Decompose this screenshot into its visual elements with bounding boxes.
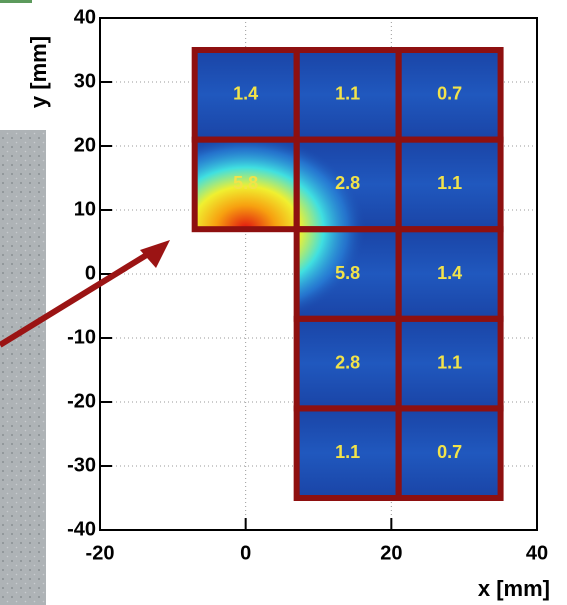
cell-label: 1.1 [437, 173, 462, 193]
x-tick-label: 40 [526, 542, 548, 564]
cell-label: 1.4 [437, 263, 462, 283]
cell [398, 408, 501, 498]
y-tick-label: -10 [67, 326, 96, 348]
plot-frame [99, 17, 538, 531]
y-tick-label: 40 [74, 6, 96, 28]
arrow-head [140, 240, 170, 268]
cell-label: 2.8 [335, 352, 360, 372]
cell-label: 0.7 [437, 84, 462, 104]
x-tick-label: -20 [86, 542, 115, 564]
cell [296, 408, 399, 498]
y-axis-label: y [mm] [26, 36, 51, 108]
y-tick-label: -20 [67, 390, 96, 412]
cell [296, 50, 399, 140]
y-tick-label: 20 [74, 134, 96, 156]
photo-edge [0, 0, 32, 3]
y-tick-label: 30 [74, 70, 96, 92]
cell-label: 2.8 [335, 173, 360, 193]
cell-label: 1.4 [233, 84, 258, 104]
y-tick-label: -30 [67, 454, 96, 476]
cell-label: 5.8 [335, 263, 360, 283]
cell-label: 1.1 [335, 84, 360, 104]
cell [398, 139, 501, 230]
y-tick-label: -40 [67, 518, 96, 540]
cell [398, 229, 501, 319]
cell-label: 1.1 [437, 352, 462, 372]
cell-label: 5.8 [233, 173, 258, 193]
cell-border [395, 405, 504, 501]
arrow-shaft [0, 245, 160, 348]
y-tick-label: 10 [74, 198, 96, 220]
cell [398, 50, 501, 140]
photo-strip [0, 130, 46, 605]
cell-label: 0.7 [437, 442, 462, 462]
cell [296, 318, 399, 409]
cell [398, 318, 501, 409]
x-tick-label: 20 [380, 542, 402, 564]
y-tick-label: 0 [85, 262, 96, 284]
x-axis-label: x [mm] [478, 576, 550, 601]
cell [194, 50, 297, 140]
cell-label: 1.1 [335, 442, 360, 462]
x-tick-label: 0 [240, 542, 251, 564]
